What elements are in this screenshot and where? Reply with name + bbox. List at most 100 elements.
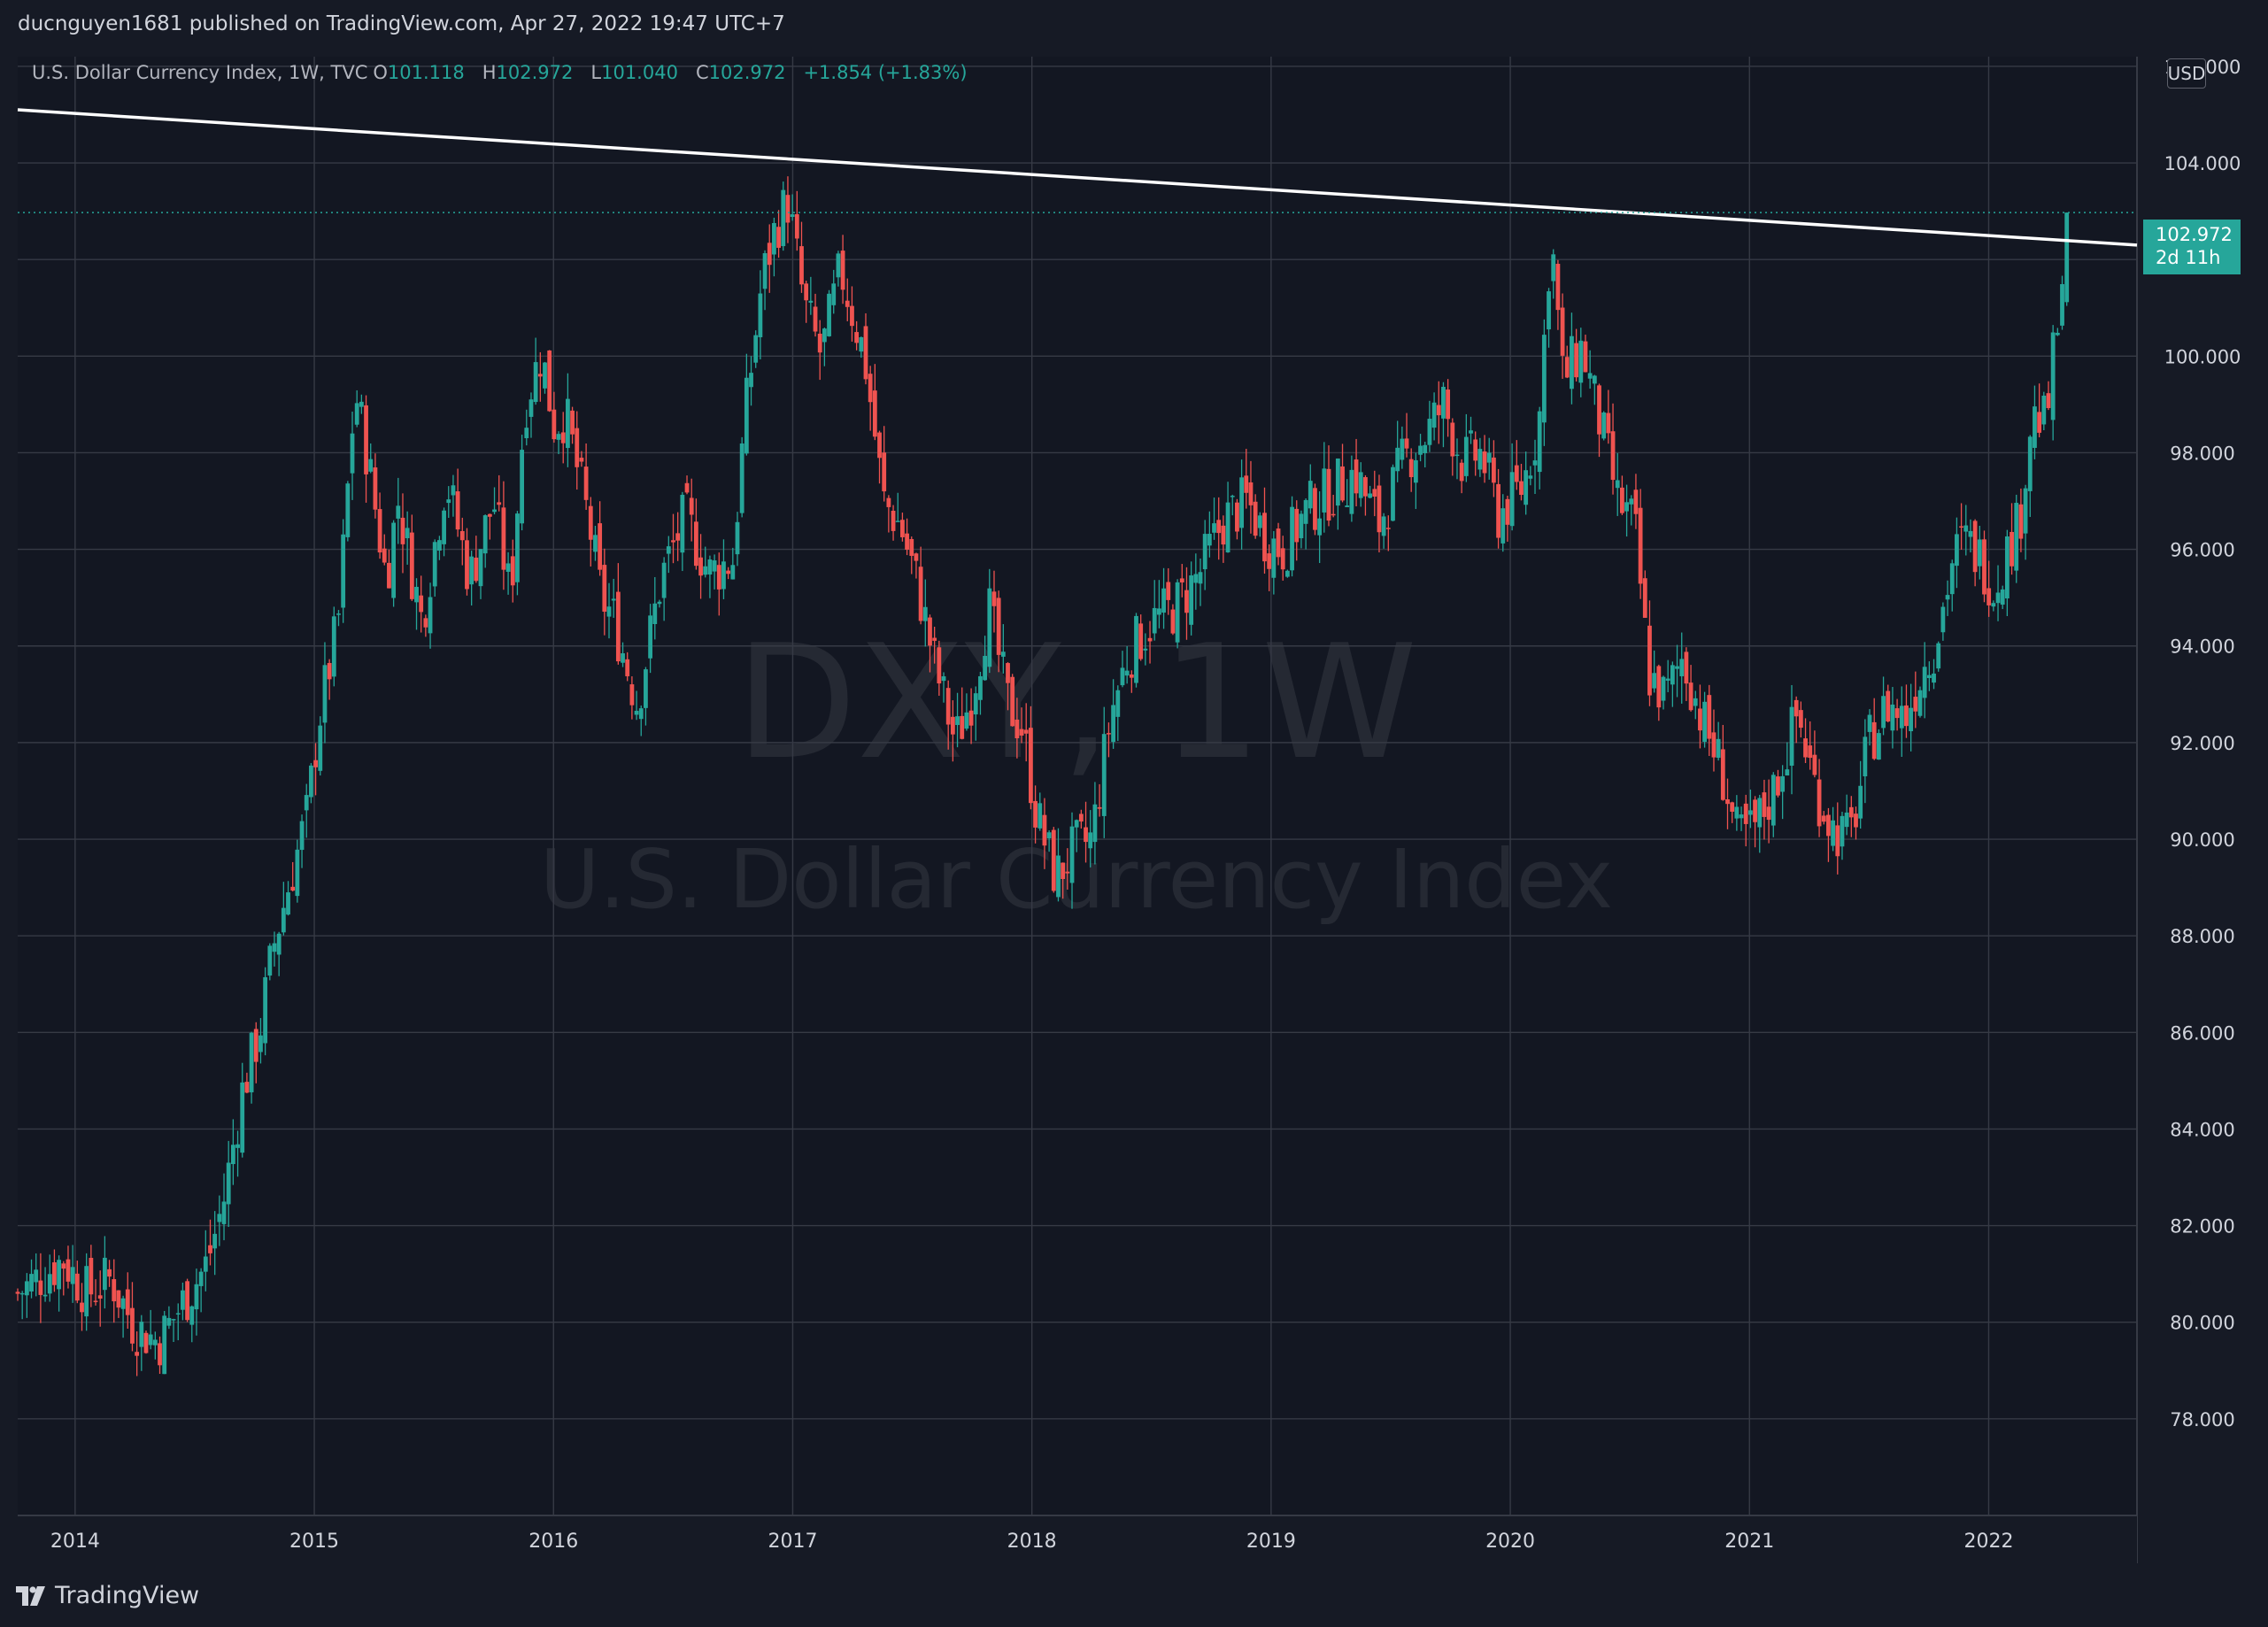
candle-body: [973, 693, 978, 715]
candle-body: [1454, 454, 1460, 457]
candle-body: [2018, 504, 2024, 539]
candle-body: [263, 976, 268, 1044]
candle-body: [442, 510, 446, 544]
candle-body: [1212, 523, 1216, 533]
candle-body: [505, 563, 511, 572]
candle-body: [735, 521, 740, 555]
candle-body: [1909, 707, 1914, 732]
candle-body: [1541, 335, 1547, 423]
candle-body: [409, 532, 414, 599]
candle-body: [469, 556, 474, 585]
candle-body: [905, 533, 909, 550]
candle-body: [1995, 592, 2001, 604]
candle-body: [52, 1262, 57, 1285]
candle-body: [451, 485, 456, 496]
candle-body: [194, 1284, 199, 1310]
candle-body: [1276, 528, 1281, 558]
candle-body: [377, 509, 382, 553]
candle-body: [437, 540, 442, 551]
time-scale[interactable]: [18, 1515, 2137, 1565]
candle-body: [290, 886, 296, 891]
y-tick-label: 84.000: [2170, 1119, 2234, 1140]
candle-body: [671, 540, 675, 543]
symbol-legend[interactable]: U.S. Dollar Currency Index, 1W, TVC O 10…: [32, 62, 985, 83]
candle-body: [1730, 802, 1735, 812]
candle-body: [387, 562, 391, 589]
candle-body: [1418, 445, 1423, 455]
y-tick-label: 90.000: [2170, 829, 2234, 851]
candle-body: [570, 410, 575, 435]
candle-body: [1936, 643, 1941, 669]
currency-button[interactable]: USD: [2167, 58, 2206, 89]
candle-body: [1808, 745, 1813, 759]
publisher-text: ducnguyen1681 published on TradingView.c…: [18, 12, 785, 35]
candle-body: [364, 405, 368, 474]
candle-body: [482, 515, 488, 554]
candle-body: [1111, 705, 1116, 743]
legend-low-value: 101.040: [601, 62, 678, 83]
candle-body: [1322, 468, 1327, 513]
candle-body: [1794, 699, 1799, 717]
candle-body: [1570, 335, 1574, 389]
x-tick-label: 2016: [528, 1531, 578, 1553]
candle-body: [1496, 483, 1500, 538]
candle-body: [1519, 481, 1524, 496]
candle-body: [478, 549, 483, 587]
candle-body: [1450, 422, 1455, 457]
candle-body: [1537, 411, 1542, 473]
candle-body: [2023, 488, 2028, 534]
candle-body: [1056, 855, 1061, 898]
candle-body: [1977, 539, 1982, 567]
candle-body: [1913, 697, 1918, 712]
candle-body: [1400, 438, 1405, 460]
candle-body: [606, 606, 612, 617]
candle-body: [1280, 548, 1285, 570]
candle-body: [61, 1263, 66, 1269]
candle-body: [423, 618, 428, 628]
candle-body: [850, 305, 854, 327]
candle-body: [1509, 472, 1515, 527]
candle-body: [1413, 459, 1418, 483]
candle-body: [1876, 733, 1881, 760]
candle-body: [1785, 769, 1790, 776]
candle-body: [1006, 663, 1010, 683]
candle-body: [1831, 820, 1836, 846]
candle-body: [102, 1257, 107, 1291]
candle-body: [1844, 812, 1849, 828]
trend-line[interactable]: [17, 108, 2138, 247]
candle-body: [80, 1302, 84, 1313]
candle-body: [666, 546, 671, 554]
price-scale[interactable]: [2137, 57, 2268, 1515]
candle-body: [1959, 526, 1963, 528]
candle-body: [1340, 466, 1345, 501]
candle-body: [1500, 508, 1506, 544]
candle-body: [267, 945, 273, 976]
candle-body: [1166, 582, 1171, 600]
candle-body: [1299, 513, 1304, 539]
candle-body: [822, 328, 827, 343]
candle-body: [350, 433, 355, 474]
legend-open-value: 101.118: [387, 62, 465, 83]
candle-body: [19, 1292, 25, 1295]
candle-body: [74, 1273, 80, 1301]
candle-body: [276, 933, 282, 955]
candle-body: [1670, 665, 1675, 685]
candle-body: [1949, 563, 1955, 595]
candle-body: [1766, 806, 1771, 821]
candle-body: [97, 1295, 103, 1299]
candle-body: [524, 428, 529, 439]
candle-body: [813, 306, 818, 332]
candle-body: [1615, 480, 1620, 489]
tradingview-logo[interactable]: TradingView: [16, 1582, 199, 1609]
candle-body: [253, 1029, 258, 1062]
candle-body: [400, 517, 405, 544]
candle-body: [900, 520, 905, 537]
candle-body: [1184, 590, 1189, 613]
candle-body: [189, 1306, 195, 1325]
candle-body: [419, 595, 424, 613]
candle-body: [1469, 430, 1473, 434]
candle-body: [428, 597, 433, 634]
candle-body: [116, 1290, 121, 1308]
candle-body: [593, 535, 598, 552]
